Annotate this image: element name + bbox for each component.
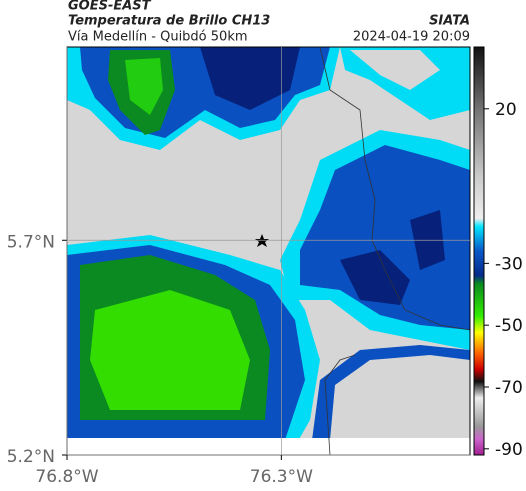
lon-tick-label: 76.3°W — [250, 467, 313, 487]
colorbar-tick-label: -50 — [495, 316, 523, 336]
colorbar-tick-label: -90 — [495, 440, 523, 460]
colorbar — [473, 46, 485, 456]
source: GOES-EAST — [68, 0, 152, 14]
lat-tick-label: 5.7°N — [7, 232, 55, 252]
title: Temperatura de Brillo CH13 — [68, 14, 270, 29]
lat-tick-label: 5.2°N — [7, 447, 55, 467]
datetime: 2024-04-19 20:09 — [353, 30, 470, 45]
satellite-image — [67, 47, 470, 455]
lon-tick-label: 76.8°W — [35, 467, 98, 487]
agency: SIATA — [429, 14, 470, 29]
colorbar-tick-label: 20 — [495, 100, 517, 120]
subtitle: Vía Medellín - Quibdó 50km — [68, 30, 248, 45]
colorbar-tick-label: -30 — [495, 254, 523, 274]
colorbar-tick-label: -70 — [495, 378, 523, 398]
